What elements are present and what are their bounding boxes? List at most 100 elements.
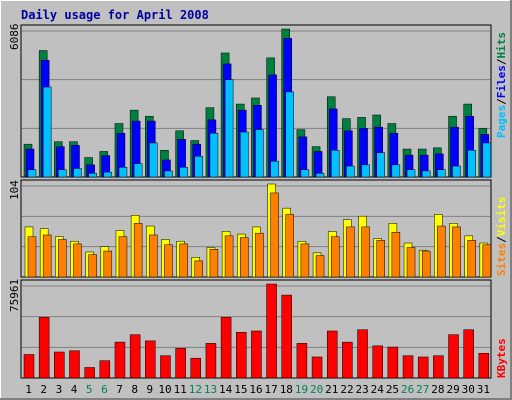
day-label-19: 19 xyxy=(295,383,308,396)
legend-kbytes: KBytes xyxy=(495,338,508,378)
pages-bar-day-12 xyxy=(194,156,204,178)
sites-bar-day-30 xyxy=(467,240,476,278)
day-label-4: 4 xyxy=(71,383,78,396)
pages-bar-day-20 xyxy=(315,173,325,178)
pages-bar-day-5 xyxy=(88,173,97,178)
day-label-31: 31 xyxy=(477,383,490,396)
sites-bar-day-23 xyxy=(361,226,370,278)
sites-bar-day-26 xyxy=(406,247,416,278)
day-label-27: 27 xyxy=(416,383,429,396)
pages-bar-day-29 xyxy=(452,165,461,178)
pages-bar-day-8 xyxy=(133,163,143,178)
legend-separator-1: / xyxy=(495,98,508,105)
kbytes-bar-day-11 xyxy=(175,348,186,379)
sites-bar-day-7 xyxy=(118,236,128,278)
day-label-28: 28 xyxy=(431,383,444,396)
pages-bar-day-3 xyxy=(58,169,67,178)
kbytes-bar-day-6 xyxy=(99,360,111,379)
kbytes-bar-day-20 xyxy=(311,356,323,379)
day-label-10: 10 xyxy=(158,383,171,396)
svg-text:KBytes: KBytes xyxy=(495,338,508,378)
pages-bar-day-1 xyxy=(27,169,37,178)
day-label-15: 15 xyxy=(234,383,247,396)
day-label-22: 22 xyxy=(340,383,353,396)
kbytes-bar-day-29 xyxy=(448,334,459,379)
pages-bar-day-14 xyxy=(224,79,234,178)
pages-bar-day-31 xyxy=(482,142,492,178)
pages-bar-day-24 xyxy=(376,152,385,178)
top-ymax-label: 6086 xyxy=(8,24,21,51)
sites-bar-day-17 xyxy=(270,192,279,278)
sites-bar-day-28 xyxy=(437,225,446,278)
sites-bar-day-6 xyxy=(103,250,113,278)
kbytes-bar-day-22 xyxy=(342,341,353,379)
day-label-8: 8 xyxy=(131,383,138,396)
day-label-11: 11 xyxy=(174,383,187,396)
sites-bar-day-10 xyxy=(164,244,173,278)
legend-hits: Hits xyxy=(495,32,508,59)
sites-bar-day-15 xyxy=(240,237,249,278)
pages-bar-day-9 xyxy=(149,142,158,178)
sites-bar-day-29 xyxy=(452,226,461,278)
kbytes-bar-day-31 xyxy=(478,353,490,379)
day-label-20: 20 xyxy=(310,383,323,396)
pages-bar-day-10 xyxy=(164,170,173,178)
middle-legend: Sites/Visits xyxy=(495,197,508,277)
kbytes-bar-day-10 xyxy=(160,355,171,379)
day-label-29: 29 xyxy=(446,383,459,396)
sites-bar-day-8 xyxy=(133,223,143,278)
sites-bar-day-3 xyxy=(58,239,67,278)
sites-bar-day-21 xyxy=(330,236,340,278)
day-label-9: 9 xyxy=(147,383,154,396)
pages-bar-day-22 xyxy=(346,165,355,178)
pages-bar-day-4 xyxy=(73,168,82,178)
day-label-18: 18 xyxy=(280,383,293,396)
sites-bar-day-18 xyxy=(285,214,294,278)
kbytes-bar-day-21 xyxy=(326,330,338,379)
middle-ymax-label: 104 xyxy=(8,180,21,200)
day-label-13: 13 xyxy=(204,383,217,396)
pages-bar-day-19 xyxy=(300,169,310,178)
kbytes-bar-day-26 xyxy=(402,355,414,379)
bottom-ymax-label: 75961 xyxy=(8,279,21,312)
sites-bar-day-16 xyxy=(255,232,264,278)
kbytes-bar-day-2 xyxy=(38,317,50,379)
pages-bar-day-2 xyxy=(42,86,52,178)
pages-bar-day-21 xyxy=(330,150,340,178)
pages-bar-day-25 xyxy=(391,164,401,178)
day-label-23: 23 xyxy=(356,383,369,396)
chart-title: Daily usage for April 2008 xyxy=(21,8,209,22)
sites-bar-day-20 xyxy=(315,255,325,278)
pages-bar-day-16 xyxy=(255,129,264,178)
day-label-26: 26 xyxy=(401,383,414,396)
sites-bar-day-1 xyxy=(27,236,37,278)
legend-separator-3: / xyxy=(495,236,508,243)
legend-sites: Sites xyxy=(495,243,508,276)
day-label-2: 2 xyxy=(40,383,47,396)
sites-bar-day-12 xyxy=(194,260,204,278)
day-label-24: 24 xyxy=(371,383,385,396)
pages-bar-day-6 xyxy=(103,171,113,178)
pages-bar-day-17 xyxy=(270,160,279,178)
day-label-6: 6 xyxy=(101,383,108,396)
kbytes-bar-day-17 xyxy=(266,283,277,379)
kbytes-bar-day-1 xyxy=(23,354,35,379)
pages-bar-day-11 xyxy=(179,167,188,178)
kbytes-bar-day-13 xyxy=(205,343,217,379)
legend-visits: Visits xyxy=(495,197,508,237)
day-label-17: 17 xyxy=(265,383,278,396)
pages-bar-day-23 xyxy=(361,164,370,178)
kbytes-bar-day-28 xyxy=(433,355,444,379)
sites-bar-day-19 xyxy=(300,243,310,278)
day-label-25: 25 xyxy=(386,383,399,396)
day-label-3: 3 xyxy=(56,383,63,396)
kbytes-bar-day-30 xyxy=(463,329,474,379)
pages-bar-day-27 xyxy=(421,170,431,178)
pages-bar-day-13 xyxy=(209,132,219,178)
kbytes-bar-day-12 xyxy=(190,357,202,379)
kbytes-bar-day-24 xyxy=(372,345,383,379)
day-label-7: 7 xyxy=(116,383,123,396)
kbytes-bar-day-15 xyxy=(236,331,247,379)
pages-bar-day-18 xyxy=(285,91,294,178)
